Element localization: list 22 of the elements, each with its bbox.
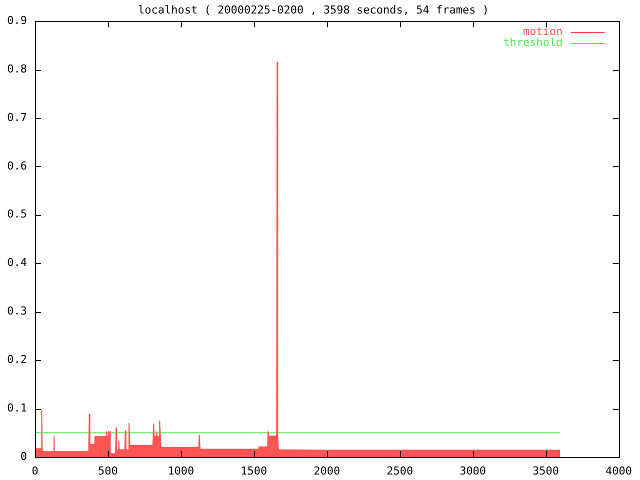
y-tick-label: 0.3 [7, 304, 27, 318]
x-tick-label: 4000 [606, 464, 632, 478]
chart-title: localhost ( 20000225-0200 , 3598 seconds, 54 frames ) [138, 3, 489, 16]
y-tick-label: 0.5 [7, 208, 27, 221]
y-tick-label: 0.1 [7, 401, 27, 414]
y-tick-label: 0.7 [7, 110, 27, 124]
legend-label: threshold [503, 36, 563, 50]
y-tick-label: 0.9 [7, 14, 27, 28]
x-tick-label: 0 [32, 464, 38, 478]
y-tick-label: 0.4 [7, 256, 28, 270]
x-tick-label: 500 [98, 464, 118, 478]
x-tick-label: 1500 [240, 464, 268, 478]
x-tick-label: 3500 [532, 464, 560, 478]
y-tick-label: 0.2 [7, 353, 27, 366]
y-tick-label: 0.8 [7, 62, 27, 76]
legend-label: motion [523, 25, 563, 38]
x-tick-label: 3000 [460, 464, 486, 478]
y-tick-label: 0.6 [7, 159, 27, 172]
y-tick-label: 0 [20, 450, 27, 463]
x-tick-label: 2500 [386, 464, 414, 478]
x-tick-label: 1000 [168, 464, 194, 478]
x-tick-label: 2000 [314, 464, 340, 478]
